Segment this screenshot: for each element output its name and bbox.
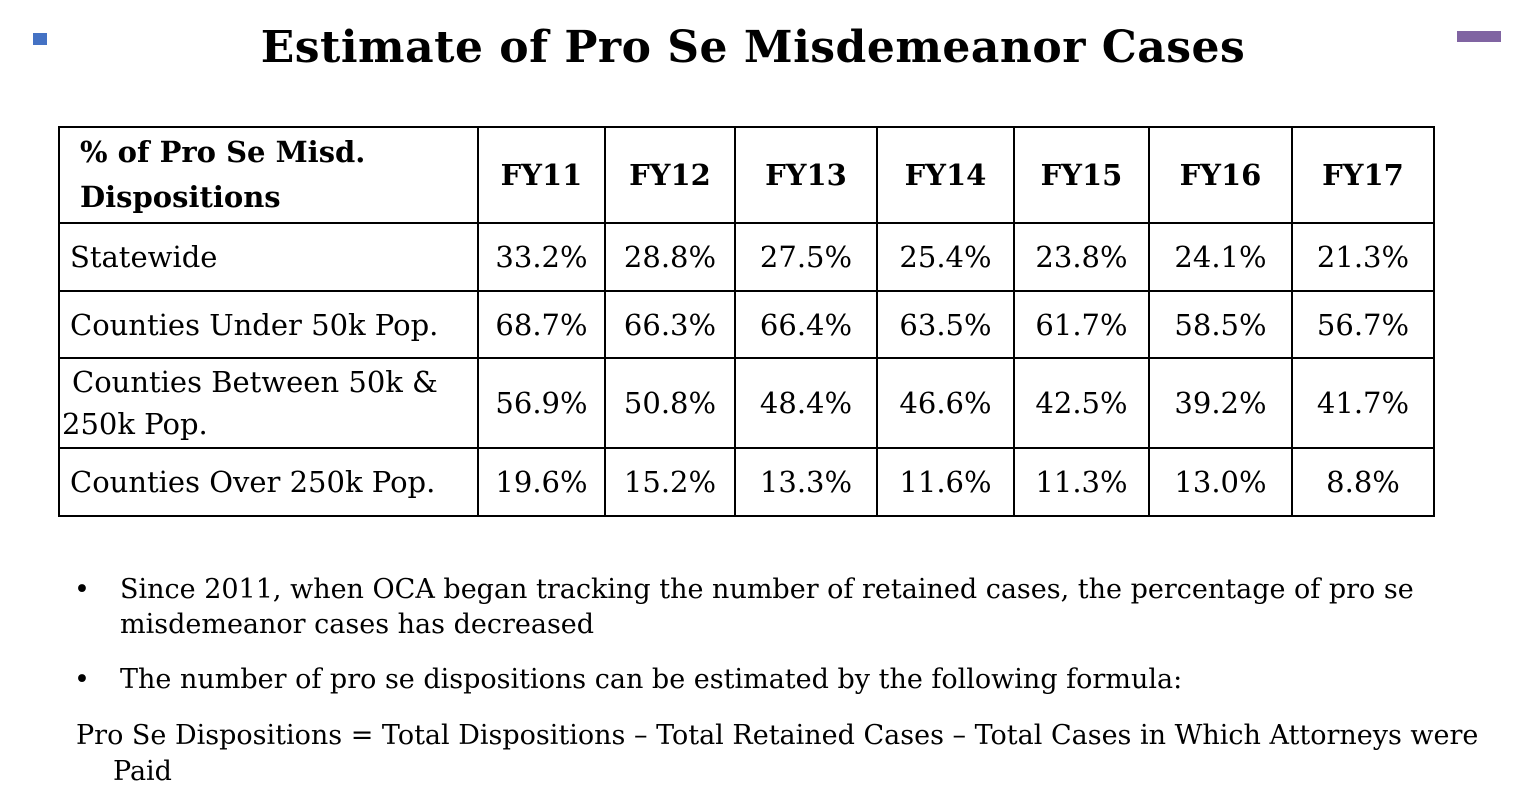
formula-text: Pro Se Dispositions = Total Dispositions…: [76, 720, 1479, 787]
table-cell: 41.7%: [1291, 357, 1435, 449]
bullet-item: • The number of pro se dispositions can …: [70, 662, 1450, 697]
table-cell: 68.7%: [477, 290, 606, 359]
table-cell: 46.6%: [876, 357, 1015, 449]
row-label: Counties Under 50k Pop.: [58, 290, 479, 359]
pro-se-table: % of Pro Se Misd. Dispositions FY11 FY12…: [58, 126, 1435, 517]
corner-header: % of Pro Se Misd. Dispositions: [58, 126, 479, 224]
bullet-list: • Since 2011, when OCA began tracking th…: [70, 572, 1450, 697]
table-cell: 27.5%: [734, 222, 878, 292]
row-label: Counties Between 50k & 250k Pop.: [58, 357, 479, 449]
column-header: FY11: [477, 126, 606, 224]
table-header-row: % of Pro Se Misd. Dispositions FY11 FY12…: [58, 126, 1435, 224]
column-header: FY16: [1148, 126, 1293, 224]
table-cell: 56.7%: [1291, 290, 1435, 359]
table-cell: 25.4%: [876, 222, 1015, 292]
table-cell: 63.5%: [876, 290, 1015, 359]
bullet-dot: •: [74, 664, 90, 695]
table-row: Counties Over 250k Pop. 19.6% 15.2% 13.3…: [58, 447, 1435, 517]
slide-title: Estimate of Pro Se Misdemeanor Cases: [260, 22, 1246, 73]
column-header: FY15: [1013, 126, 1150, 224]
table-row: Counties Under 50k Pop. 68.7% 66.3% 66.4…: [58, 290, 1435, 359]
bullet-item: • Since 2011, when OCA began tracking th…: [70, 572, 1450, 642]
table-cell: 8.8%: [1291, 447, 1435, 517]
table-cell: 66.4%: [734, 290, 878, 359]
table-cell: 50.8%: [604, 357, 736, 449]
row-label: Statewide: [58, 222, 479, 292]
table-cell: 42.5%: [1013, 357, 1150, 449]
table-cell: 66.3%: [604, 290, 736, 359]
row-label: Counties Over 250k Pop.: [58, 447, 479, 517]
column-header: FY14: [876, 126, 1015, 224]
table-cell: 15.2%: [604, 447, 736, 517]
table-cell: 39.2%: [1148, 357, 1293, 449]
table-cell: 58.5%: [1148, 290, 1293, 359]
bullet-text: Since 2011, when OCA began tracking the …: [120, 574, 1414, 640]
bullet-dot: •: [74, 574, 90, 605]
table-row: Statewide 33.2% 28.8% 27.5% 25.4% 23.8% …: [58, 222, 1435, 292]
table-cell: 13.0%: [1148, 447, 1293, 517]
table-row: Counties Between 50k & 250k Pop. 56.9% 5…: [58, 357, 1435, 449]
table-cell: 48.4%: [734, 357, 878, 449]
table-cell: 24.1%: [1148, 222, 1293, 292]
table-cell: 23.8%: [1013, 222, 1150, 292]
table-cell: 21.3%: [1291, 222, 1435, 292]
bullet-text: The number of pro se dispositions can be…: [120, 664, 1183, 695]
table-cell: 11.6%: [876, 447, 1015, 517]
column-header: FY17: [1291, 126, 1435, 224]
table-cell: 13.3%: [734, 447, 878, 517]
column-header: FY12: [604, 126, 736, 224]
table-cell: 56.9%: [477, 357, 606, 449]
table-cell: 19.6%: [477, 447, 606, 517]
table-cell: 28.8%: [604, 222, 736, 292]
column-header: FY13: [734, 126, 878, 224]
table-cell: 61.7%: [1013, 290, 1150, 359]
accent-square-left: [33, 33, 47, 45]
table-cell: 33.2%: [477, 222, 606, 292]
table-cell: 11.3%: [1013, 447, 1150, 517]
accent-bar-right: [1457, 31, 1501, 42]
